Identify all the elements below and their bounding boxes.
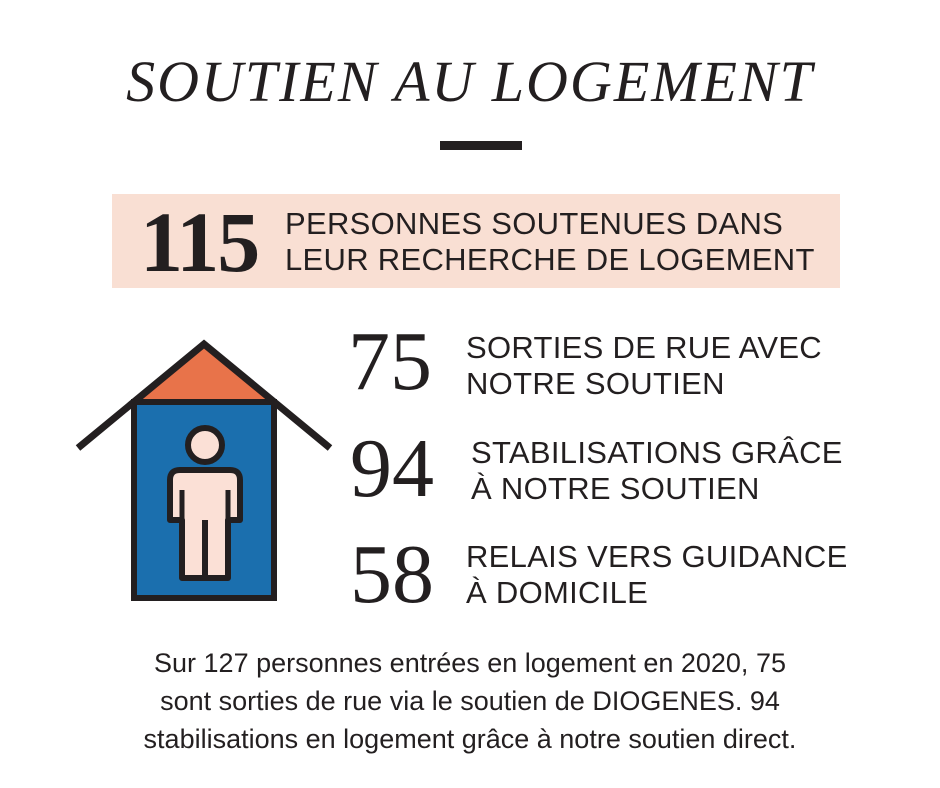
- roof-outline: [75, 339, 333, 451]
- stat-label-line: STABILISATIONS GRÂCE: [471, 435, 843, 470]
- stat-number-home-guidance: 58: [350, 528, 434, 621]
- summary-line2: sont sorties de rue via le soutien de DI…: [160, 686, 780, 716]
- page-title: SOUTIEN AU LOGEMENT: [126, 49, 814, 114]
- stat-number-street-exits: 75: [348, 315, 432, 408]
- stat-label-line: SORTIES DE RUE AVEC: [466, 330, 822, 365]
- stat-label-street-exits: SORTIES DE RUE AVEC NOTRE SOUTIEN: [466, 330, 822, 402]
- person-icon: [167, 425, 243, 581]
- stat-label-line: À DOMICILE: [466, 575, 649, 610]
- summary-text: Sur 127 personnes entrées en logement en…: [0, 644, 940, 758]
- stat-label-line: NOTRE SOUTIEN: [466, 366, 725, 401]
- headline-label: PERSONNES SOUTENUES DANS LEUR RECHERCHE …: [285, 206, 815, 278]
- headline-label-line1: PERSONNES SOUTENUES DANS: [285, 206, 784, 241]
- stat-label-line: À NOTRE SOUTIEN: [471, 471, 760, 506]
- summary-line1: Sur 127 personnes entrées en logement en…: [154, 648, 786, 678]
- headline-number: 115: [140, 194, 260, 290]
- house-icon: [75, 339, 333, 601]
- headline-highlight: [112, 194, 840, 288]
- summary-line3: stabilisations en logement grâce à notre…: [143, 724, 797, 754]
- roof-shape: [132, 344, 276, 402]
- title-divider: [440, 141, 522, 150]
- stat-number-stabilisations: 94: [350, 422, 434, 515]
- stat-label-home-guidance: RELAIS VERS GUIDANCE À DOMICILE: [466, 539, 848, 611]
- stat-label-line: RELAIS VERS GUIDANCE: [466, 539, 848, 574]
- headline-label-line2: LEUR RECHERCHE DE LOGEMENT: [285, 242, 815, 277]
- stat-label-stabilisations: STABILISATIONS GRÂCE À NOTRE SOUTIEN: [471, 435, 843, 507]
